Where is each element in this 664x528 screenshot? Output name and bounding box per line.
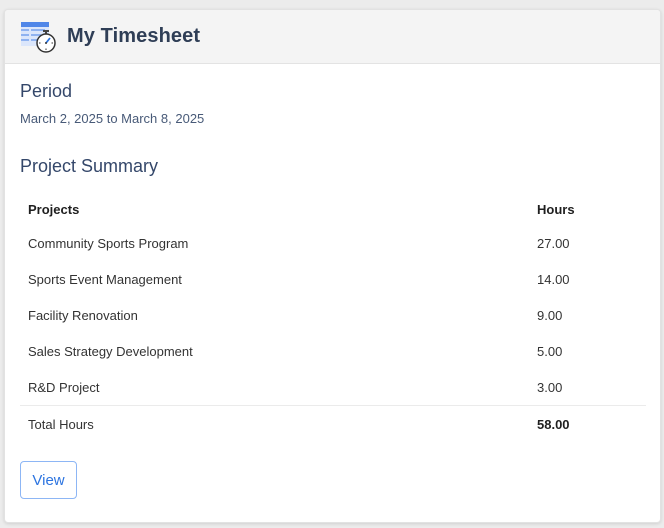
- project-hours: 5.00: [537, 343, 563, 359]
- table-row: R&D Project 3.00: [20, 369, 646, 406]
- project-summary-heading: Project Summary: [20, 156, 159, 176]
- page-title: My Timesheet: [67, 25, 201, 47]
- project-name: Community Sports Program: [28, 235, 189, 251]
- project-name: Facility Renovation: [28, 307, 138, 323]
- project-name: Sales Strategy Development: [28, 343, 193, 359]
- timesheet-card: My Timesheet Period March 2, 2025 to Mar…: [4, 9, 661, 523]
- project-name: Sports Event Management: [28, 271, 182, 287]
- project-summary-table: Projects Hours Community Sports Program …: [20, 193, 646, 442]
- table-header-row: Projects Hours: [20, 193, 646, 225]
- column-header-hours: Hours: [537, 201, 575, 217]
- column-header-projects: Projects: [28, 201, 80, 217]
- table-row: Sales Strategy Development 5.00: [20, 333, 646, 369]
- table-row: Facility Renovation 9.00: [20, 297, 646, 333]
- period-range: March 2, 2025 to March 8, 2025: [20, 111, 205, 126]
- project-hours: 9.00: [537, 307, 563, 323]
- table-row: Community Sports Program 27.00: [20, 225, 646, 261]
- period-heading: Period: [20, 81, 73, 101]
- project-name: R&D Project: [28, 379, 100, 395]
- timesheet-stopwatch-icon: [19, 20, 57, 54]
- view-button[interactable]: View: [20, 461, 77, 499]
- total-hours: 58.00: [529, 405, 646, 442]
- project-hours: 27.00: [537, 235, 570, 251]
- total-row: Total Hours 58.00: [20, 405, 646, 442]
- card-body: Period March 2, 2025 to March 8, 2025 Pr…: [5, 64, 660, 499]
- card-header: My Timesheet: [5, 10, 660, 64]
- total-label: Total Hours: [20, 405, 529, 442]
- project-hours: 14.00: [537, 271, 570, 287]
- table-row: Sports Event Management 14.00: [20, 261, 646, 297]
- project-hours: 3.00: [537, 379, 563, 395]
